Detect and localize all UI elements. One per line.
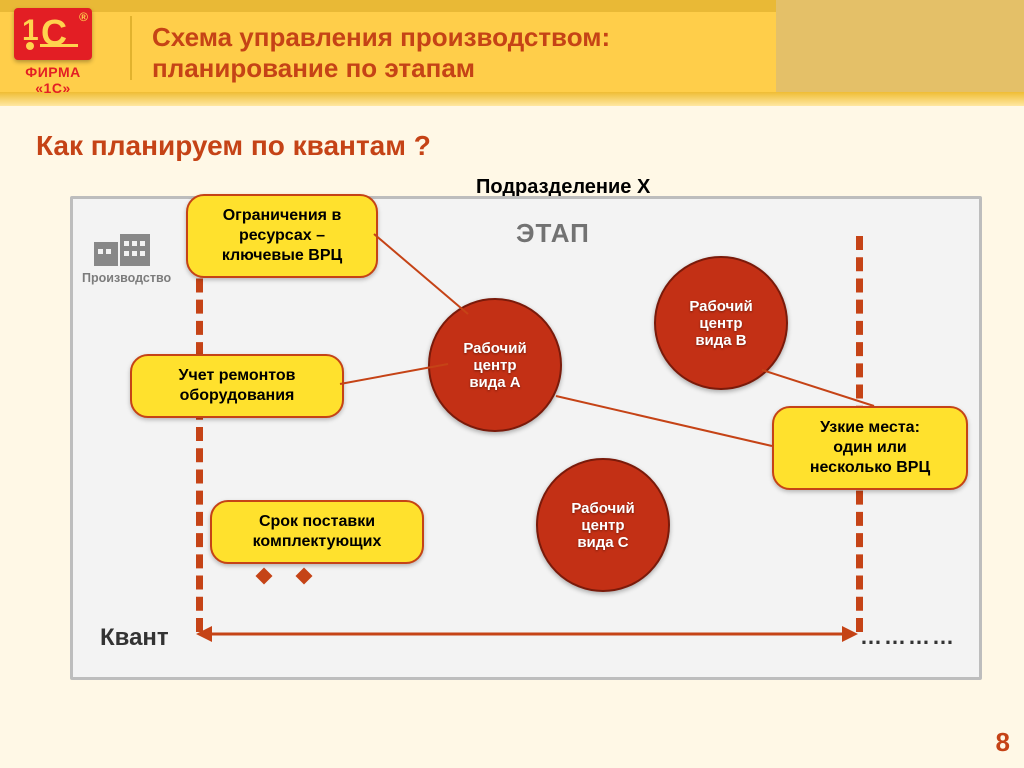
work-center-a: Рабочий центр вида А xyxy=(428,298,562,432)
logo-1c: 1 C ® ФИРМА «1С» xyxy=(14,8,114,86)
header-separator xyxy=(130,16,132,80)
work-center-c: Рабочий центр вида С xyxy=(536,458,670,592)
logo-dot xyxy=(26,42,34,50)
title-line1: Схема управления производством: xyxy=(152,22,610,53)
factory-icon xyxy=(94,224,150,266)
slide-subtitle: Как планируем по квантам ? xyxy=(36,130,431,162)
callout-constraints: Ограничения в ресурсах – ключевые ВРЦ xyxy=(186,194,378,278)
dots-label: ………… xyxy=(860,624,956,650)
callout-repair: Учет ремонтов оборудования xyxy=(130,354,344,418)
header-bottom-strip xyxy=(0,92,1024,106)
stage-title: ЭТАП xyxy=(516,218,590,249)
slide: 1 C ® ФИРМА «1С» Схема управления произв… xyxy=(0,0,1024,768)
dash-left xyxy=(196,236,203,632)
callout-narrow: Узкие места: один или несколько ВРЦ xyxy=(772,406,968,490)
title-line2: планирование по этапам xyxy=(152,53,610,84)
logo-c: C xyxy=(41,12,67,54)
logo-box: 1 C ® xyxy=(14,8,92,60)
header-gold-rect xyxy=(776,0,1024,92)
kvant-label: Квант xyxy=(100,624,169,652)
logo-reg: ® xyxy=(79,10,88,24)
page-number: 8 xyxy=(996,727,1010,758)
callout-supply: Срок поставки комплектующих xyxy=(210,500,424,564)
work-center-b: Рабочий центр вида В xyxy=(654,256,788,390)
logo-label: ФИРМА «1С» xyxy=(14,64,92,96)
slide-title: Схема управления производством: планиров… xyxy=(152,22,610,84)
logo-underline xyxy=(40,44,78,47)
production-label: Производство xyxy=(82,271,171,285)
